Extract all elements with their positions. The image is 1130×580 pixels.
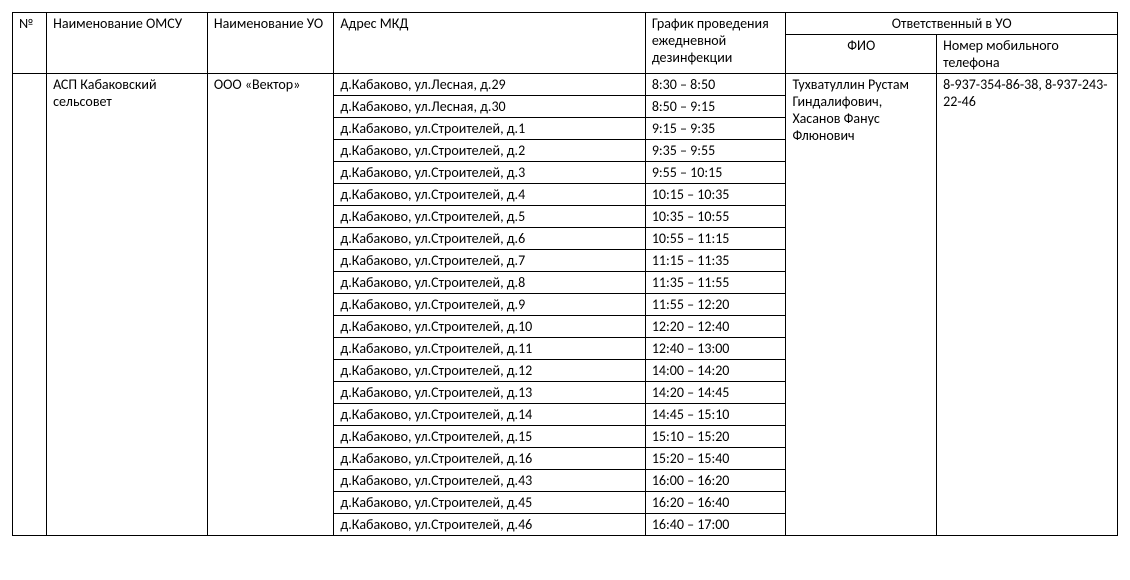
cell-address: д.Кабаково, ул.Лесная, д.30 xyxy=(334,96,645,118)
cell-schedule: 9:15 – 9:35 xyxy=(645,118,786,140)
header-fio: ФИО xyxy=(786,35,937,74)
cell-schedule: 10:55 – 11:15 xyxy=(645,228,786,250)
cell-schedule: 8:50 – 9:15 xyxy=(645,96,786,118)
cell-omsu: АСП Кабаковский сельсовет xyxy=(47,74,208,536)
cell-address: д.Кабаково, ул.Строителей, д.14 xyxy=(334,404,645,426)
cell-address: д.Кабаково, ул.Строителей, д.11 xyxy=(334,338,645,360)
cell-schedule: 16:40 – 17:00 xyxy=(645,514,786,536)
cell-address: д.Кабаково, ул.Строителей, д.1 xyxy=(334,118,645,140)
cell-schedule: 10:15 – 10:35 xyxy=(645,184,786,206)
cell-schedule: 14:20 – 14:45 xyxy=(645,382,786,404)
cell-address: д.Кабаково, ул.Строителей, д.6 xyxy=(334,228,645,250)
cell-address: д.Кабаково, ул.Строителей, д.45 xyxy=(334,492,645,514)
table-body: АСП Кабаковский сельсоветООО «Вектор»д.К… xyxy=(13,74,1118,536)
cell-num xyxy=(13,74,47,536)
header-num: № xyxy=(13,13,47,74)
cell-schedule: 11:35 – 11:55 xyxy=(645,272,786,294)
cell-schedule: 10:35 – 10:55 xyxy=(645,206,786,228)
cell-address: д.Кабаково, ул.Строителей, д.9 xyxy=(334,294,645,316)
cell-address: д.Кабаково, ул.Строителей, д.12 xyxy=(334,360,645,382)
cell-schedule: 8:30 – 8:50 xyxy=(645,74,786,96)
cell-address: д.Кабаково, ул.Строителей, д.8 xyxy=(334,272,645,294)
header-addr: Адрес МКД xyxy=(334,13,645,74)
cell-uo: ООО «Вектор» xyxy=(207,74,334,536)
header-responsible: Ответственный в УО xyxy=(786,13,1118,35)
cell-schedule: 9:35 – 9:55 xyxy=(645,140,786,162)
cell-address: д.Кабаково, ул.Строителей, д.43 xyxy=(334,470,645,492)
header-omsu: Наименование ОМСУ xyxy=(47,13,208,74)
cell-address: д.Кабаково, ул.Строителей, д.16 xyxy=(334,448,645,470)
cell-phone: 8-937-354-86-38, 8-937-243-22-46 xyxy=(937,74,1118,536)
cell-address: д.Кабаково, ул.Строителей, д.7 xyxy=(334,250,645,272)
cell-fio: Тухватуллин Рустам Гиндалифович, Хасанов… xyxy=(786,74,937,536)
cell-schedule: 14:00 – 14:20 xyxy=(645,360,786,382)
cell-address: д.Кабаково, ул.Строителей, д.5 xyxy=(334,206,645,228)
cell-schedule: 16:20 – 16:40 xyxy=(645,492,786,514)
cell-address: д.Кабаково, ул.Строителей, д.3 xyxy=(334,162,645,184)
cell-schedule: 12:40 – 13:00 xyxy=(645,338,786,360)
cell-address: д.Кабаково, ул.Строителей, д.46 xyxy=(334,514,645,536)
header-schedule: График проведения ежедневной дезинфекции xyxy=(645,13,786,74)
header-phone: Номер мобильного телефона xyxy=(937,35,1118,74)
cell-address: д.Кабаково, ул.Строителей, д.2 xyxy=(334,140,645,162)
cell-schedule: 11:15 – 11:35 xyxy=(645,250,786,272)
table-row: АСП Кабаковский сельсоветООО «Вектор»д.К… xyxy=(13,74,1118,96)
table-header: № Наименование ОМСУ Наименование УО Адре… xyxy=(13,13,1118,74)
cell-address: д.Кабаково, ул.Строителей, д.15 xyxy=(334,426,645,448)
cell-schedule: 12:20 – 12:40 xyxy=(645,316,786,338)
cell-address: д.Кабаково, ул.Строителей, д.4 xyxy=(334,184,645,206)
cell-schedule: 14:45 – 15:10 xyxy=(645,404,786,426)
cell-schedule: 9:55 – 10:15 xyxy=(645,162,786,184)
cell-schedule: 16:00 – 16:20 xyxy=(645,470,786,492)
cell-address: д.Кабаково, ул.Строителей, д.10 xyxy=(334,316,645,338)
header-uo: Наименование УО xyxy=(207,13,334,74)
cell-schedule: 15:10 – 15:20 xyxy=(645,426,786,448)
disinfection-schedule-table: № Наименование ОМСУ Наименование УО Адре… xyxy=(12,12,1118,536)
cell-address: д.Кабаково, ул.Лесная, д.29 xyxy=(334,74,645,96)
cell-schedule: 15:20 – 15:40 xyxy=(645,448,786,470)
cell-schedule: 11:55 – 12:20 xyxy=(645,294,786,316)
cell-address: д.Кабаково, ул.Строителей, д.13 xyxy=(334,382,645,404)
